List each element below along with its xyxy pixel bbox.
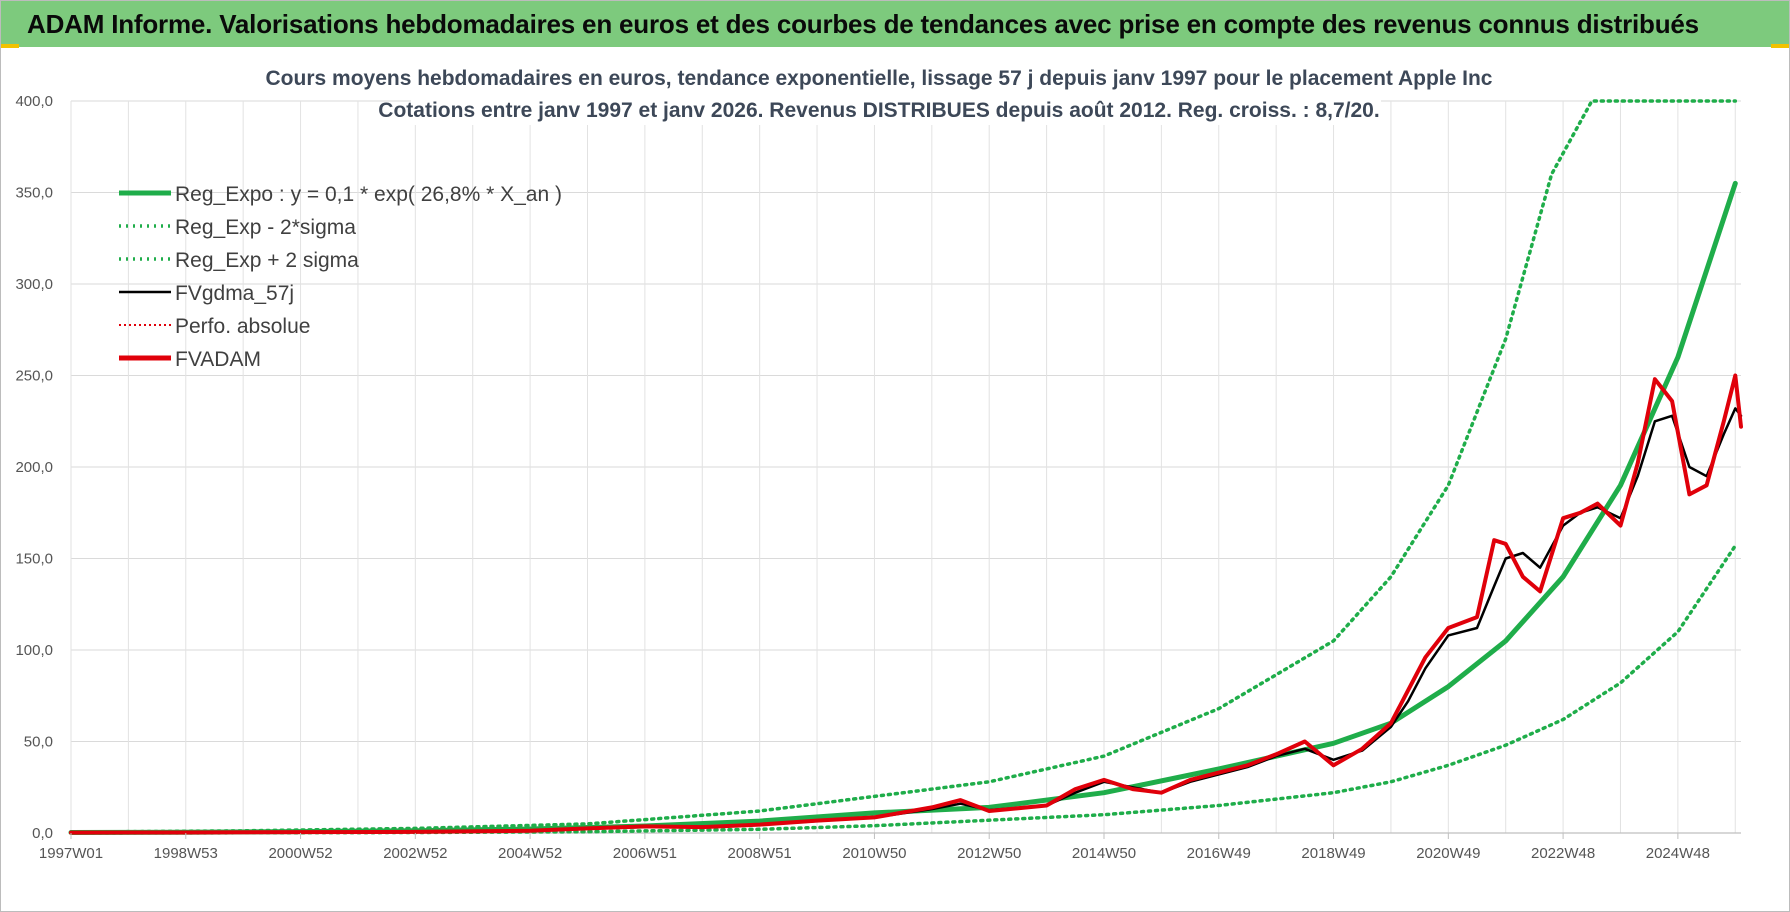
x-tick-label: 2024W48 xyxy=(1646,845,1710,862)
series-line-5 xyxy=(69,373,1743,835)
series-line-3 xyxy=(69,407,1743,834)
series-line-2 xyxy=(69,99,1738,834)
x-tick-label: 2002W52 xyxy=(383,845,447,862)
x-tick-label: 2020W49 xyxy=(1416,845,1480,862)
x-axis: 1997W01 1998W53 2000W52 2002W52 2004W52 2006W… xyxy=(39,833,1710,862)
series-layer xyxy=(68,99,1743,835)
chart-title-line-2: Cotations entre janv 1997 et janv 2026. … xyxy=(378,99,1379,122)
y-tick-label: 0,0 xyxy=(32,825,53,842)
x-tick-label: 2018W49 xyxy=(1301,845,1365,862)
series-line-0 xyxy=(68,180,1738,835)
legend-label: Perfo. absolue xyxy=(175,315,310,338)
x-tick-label: 2010W50 xyxy=(842,845,906,862)
legend-label: Reg_Exp + 2 sigma xyxy=(175,249,359,272)
y-axis: 0,0 50,0 100,0 150,0 200,0 250,0 300,0 350,0 400… xyxy=(15,93,53,842)
chart-title-line-1: Cours moyens hebdomadaires en euros, ten… xyxy=(266,67,1493,90)
axis-layer: 0,0 50,0 100,0 150,0 200,0 250,0 300,0 350,0 400… xyxy=(15,93,1710,862)
x-tick-label: 2022W48 xyxy=(1531,845,1595,862)
corner-marker-left xyxy=(1,44,19,48)
x-tick-label: 2012W50 xyxy=(957,845,1021,862)
series-line-1 xyxy=(69,543,1738,835)
chart-title: Cours moyens hebdomadaires en euros, ten… xyxy=(266,63,1493,125)
x-tick-label: 1997W01 xyxy=(39,845,103,862)
y-tick-label: 250,0 xyxy=(15,368,53,385)
y-tick-label: 300,0 xyxy=(15,276,53,293)
corner-marker-right xyxy=(1771,44,1789,48)
x-tick-label: 1998W53 xyxy=(154,845,218,862)
grid-lines xyxy=(70,100,1741,834)
y-tick-label: 400,0 xyxy=(15,93,53,110)
chart-area: 0,0 50,0 100,0 150,0 200,0 250,0 300,0 350,0 400… xyxy=(15,63,1743,862)
y-tick-label: 50,0 xyxy=(24,734,53,751)
x-tick-label: 2016W49 xyxy=(1187,845,1251,862)
report-banner-title: ADAM Informe. Valorisations hebdomadaire… xyxy=(1,1,1789,47)
y-tick-label: 200,0 xyxy=(15,459,53,476)
legend-label: FVgdma_57j xyxy=(175,282,294,305)
x-tick-label: 2006W51 xyxy=(613,845,677,862)
legend-label: Reg_Exp - 2*sigma xyxy=(175,216,356,239)
legend-label: FVADAM xyxy=(175,348,261,371)
legend: Reg_Expo : y = 0,1 * exp( 26,8% * X_an )… xyxy=(119,183,562,371)
legend-label: Reg_Expo : y = 0,1 * exp( 26,8% * X_an ) xyxy=(175,183,562,206)
y-tick-label: 350,0 xyxy=(15,185,53,202)
series-line-4 xyxy=(70,374,1742,834)
x-tick-label: 2000W52 xyxy=(268,845,332,862)
y-tick-label: 100,0 xyxy=(15,642,53,659)
y-tick-label: 150,0 xyxy=(15,551,53,568)
x-tick-label: 2008W51 xyxy=(728,845,792,862)
x-tick-label: 2004W52 xyxy=(498,845,562,862)
x-tick-label: 2014W50 xyxy=(1072,845,1136,862)
